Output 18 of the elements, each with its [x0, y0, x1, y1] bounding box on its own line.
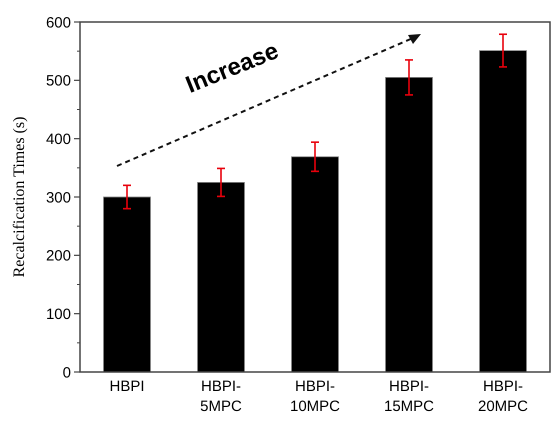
bar	[479, 50, 527, 372]
x-tick-label: HBPI-15MPC	[384, 378, 434, 415]
y-tick-label: 0	[62, 364, 71, 382]
y-tick-label: 500	[46, 72, 71, 90]
y-tick-label: 100	[46, 306, 71, 323]
y-tick-label: 200	[46, 248, 71, 265]
y-tick-label: 600	[46, 14, 71, 32]
bar	[385, 77, 433, 372]
x-tick-label: HBPI-10MPC	[290, 378, 340, 415]
x-tick-label: HBPI	[109, 378, 145, 395]
x-tick-label: HBPI-20MPC	[478, 378, 528, 415]
x-tick-label: HBPI-5MPC	[200, 378, 242, 415]
y-tick-label: 400	[46, 130, 71, 148]
y-axis-title: Recalcification Times (s)	[11, 116, 28, 278]
bar	[291, 156, 339, 372]
bar	[197, 182, 245, 372]
bar	[103, 196, 151, 372]
y-tick-label: 300	[46, 189, 71, 206]
